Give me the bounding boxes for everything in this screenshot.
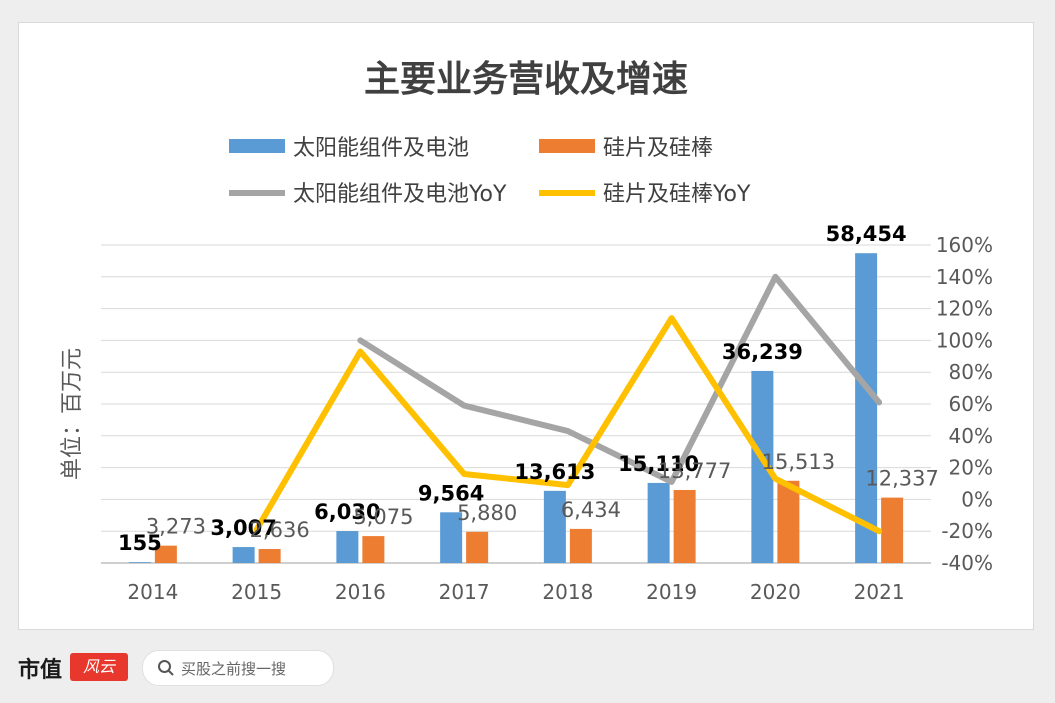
bar-module [543, 490, 566, 563]
y2-tick-label: 0% [961, 487, 993, 511]
data-label-module: 58,454 [826, 222, 907, 246]
legend-label-3: 硅片及硅棒YoY [603, 182, 751, 207]
brand-logo: 风云 [70, 653, 128, 681]
x-tick-label: 2020 [750, 580, 801, 604]
data-label-wafer: 2,636 [250, 518, 310, 542]
legend-label-1: 硅片及硅棒 [603, 136, 713, 161]
search-box[interactable]: 买股之前搜一搜 [142, 650, 334, 686]
brand-name: 市值 [18, 658, 63, 683]
y2-tick-label: 120% [936, 297, 993, 321]
bar-module [855, 253, 878, 564]
search-icon [158, 660, 174, 676]
data-label-wafer: 15,513 [762, 450, 835, 474]
y2-tick-label: -20% [941, 519, 993, 543]
x-tick-label: 2016 [335, 580, 386, 604]
bar-module [751, 370, 774, 563]
y2-tick-label: 100% [936, 328, 993, 352]
legend-swatch-1 [539, 139, 595, 153]
line-wafer-yoy [253, 315, 883, 535]
bar-wafer [569, 528, 592, 563]
x-tick-label: 2015 [231, 580, 282, 604]
chart-title: 主要业务营收及增速 [364, 59, 688, 100]
y2-tick-label: 20% [949, 456, 993, 480]
chart-card: 主要业务营收及增速太阳能组件及电池 硅片及硅棒太阳能组件及电池YoY 硅片及硅棒Yo… [18, 22, 1034, 630]
x-tick-label: 2014 [127, 580, 178, 604]
data-label-wafer: 5,880 [457, 501, 517, 525]
y-axis-title: 单位：百万元 [60, 348, 85, 480]
data-label-wafer: 6,434 [561, 498, 621, 522]
data-label-module: 155 [118, 531, 162, 555]
data-label-module: 13,613 [514, 460, 595, 484]
data-label-module: 9,564 [418, 481, 484, 505]
bar-wafer [777, 480, 800, 563]
y2-tick-label: -40% [941, 551, 993, 575]
y2-tick-label: 140% [936, 265, 993, 289]
data-label-module: 6,030 [314, 500, 380, 524]
y2-tick-label: 40% [949, 424, 993, 448]
x-tick-label: 2019 [646, 580, 697, 604]
data-label-module: 3,007 [210, 516, 276, 540]
line-module-yoy [357, 273, 883, 485]
bar-wafer [362, 536, 385, 563]
bar-module [647, 482, 670, 563]
data-label-wafer: 13,777 [658, 459, 731, 483]
footer: 市值 风云 买股之前搜一搜 [18, 650, 618, 686]
data-label-wafer: 5,075 [353, 505, 413, 529]
legend-label-2: 太阳能组件及电池YoY [293, 182, 507, 207]
x-tick-label: 2018 [542, 580, 593, 604]
bar-wafer [881, 497, 904, 563]
bar-wafer [673, 489, 696, 563]
bar-module [232, 547, 255, 563]
legend-label-0: 太阳能组件及电池 [293, 136, 469, 161]
bar-wafer [154, 545, 177, 563]
bar-module [440, 512, 463, 563]
bar-module [336, 531, 359, 563]
data-label-wafer: 3,273 [146, 515, 206, 539]
bar-module [128, 562, 151, 563]
data-label-module: 15,110 [618, 452, 699, 476]
search-placeholder: 买股之前搜一搜 [181, 660, 287, 678]
data-label-module: 36,239 [722, 340, 803, 364]
bar-wafer [466, 531, 489, 563]
y2-tick-label: 80% [949, 360, 993, 384]
y2-tick-label: 160% [936, 233, 993, 257]
bar-wafer [258, 549, 281, 563]
x-tick-label: 2021 [854, 580, 905, 604]
legend-swatch-0 [229, 139, 285, 153]
data-label-wafer: 12,337 [865, 467, 938, 491]
x-tick-label: 2017 [439, 580, 490, 604]
y2-tick-label: 60% [949, 392, 993, 416]
